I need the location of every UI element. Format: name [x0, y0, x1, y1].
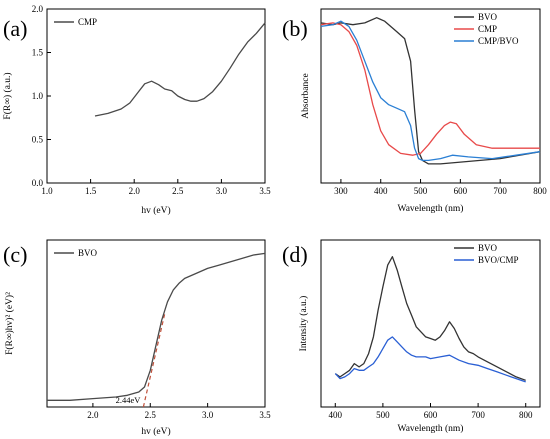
legend-label: BVO/CMP: [478, 255, 519, 265]
x-tick-label: 700: [471, 410, 485, 420]
x-axis-label: Wavelength (nm): [398, 203, 464, 214]
x-tick-label: 2.0: [129, 186, 141, 196]
panel-letter: (b): [282, 16, 308, 41]
x-tick-label: 2.5: [172, 186, 184, 196]
panel-c: (c) 2.0 2.5 3.0 3.5 hv (eV) F(R∞)hv)² (eV)² 2.4…: [3, 239, 271, 437]
x-axis-label: hv (eV): [141, 426, 170, 437]
x-tick-label: 800: [519, 410, 533, 420]
x-tick-label: 700: [493, 186, 507, 196]
x-tick-label: 1.0: [41, 186, 53, 196]
panel-a: (a)1.0 1.5 2.0 2.5 3.0 3.50.00.51.01.52.0hv (…: [2, 4, 271, 216]
x-tick-label: 1.5: [85, 186, 97, 196]
series-line-bvo-cmp: [334, 336, 526, 383]
tangent-line: [142, 311, 166, 408]
x-tick-label: 3.0: [216, 186, 228, 196]
y-axis-label: F(R∞) (a.u.): [2, 72, 13, 119]
y-tick-label: 0.0: [32, 178, 44, 188]
x-tick-label: 600: [454, 186, 468, 196]
x-axis-label: Wavelength (nm): [398, 423, 464, 434]
y-axis-label: Absorbance: [301, 73, 311, 118]
panel-letter: (d): [282, 242, 308, 267]
series-line-cmp: [320, 22, 540, 156]
x-tick-label: 3.5: [259, 410, 271, 420]
x-tick-label: 500: [376, 410, 390, 420]
panel-letter: (c): [3, 242, 27, 267]
plot-frame: [320, 239, 541, 408]
legend-label: BVO: [478, 243, 498, 253]
panel-letter: (a): [3, 16, 27, 41]
plot-frame: [46, 239, 266, 408]
y-tick-label: 0.5: [32, 135, 44, 145]
legend-label: BVO: [478, 12, 498, 22]
x-tick-label: 2.5: [145, 410, 157, 420]
series-line-bvo: [47, 252, 266, 401]
x-tick-label: 500: [414, 186, 428, 196]
x-tick-label: 300: [334, 186, 348, 196]
band-gap-annotation: 2.44eV: [116, 395, 142, 405]
y-tick-label: 1.0: [32, 91, 44, 101]
x-tick-label: 800: [533, 186, 547, 196]
y-axis-label: Intensity (a.u.): [298, 296, 309, 352]
plot-frame: [46, 8, 266, 184]
panel-b: (b) 300 400 500 600 700 800 Wavelength (nm) Abso…: [282, 8, 547, 214]
x-tick-label: 400: [374, 186, 388, 196]
x-tick-label: 3.0: [202, 410, 214, 420]
x-tick-label: 2.0: [87, 410, 99, 420]
x-tick-label: 3.5: [259, 186, 271, 196]
series-line-bvo: [334, 256, 526, 381]
legend-label: CMP: [478, 24, 497, 34]
panel-d: (d) 400 500 600 700 800 Wavelength (nm) Intensi…: [282, 239, 541, 434]
series-line-cmp-bvo: [320, 20, 541, 162]
legend-label: BVO: [78, 248, 98, 258]
y-axis-label: F(R∞)hv)² (eV)²: [4, 292, 15, 355]
legend-label: CMP/BVO: [478, 36, 519, 46]
x-axis-label: hv (eV): [141, 205, 170, 216]
series-line-bvo: [320, 17, 541, 165]
series-line-cmp: [94, 22, 266, 117]
x-tick-label: 400: [329, 410, 343, 420]
legend-label: CMP: [78, 17, 97, 27]
y-tick-label: 2.0: [32, 4, 44, 14]
y-tick-label: 1.5: [32, 48, 44, 58]
plot-frame: [320, 8, 541, 184]
x-tick-label: 600: [424, 410, 438, 420]
